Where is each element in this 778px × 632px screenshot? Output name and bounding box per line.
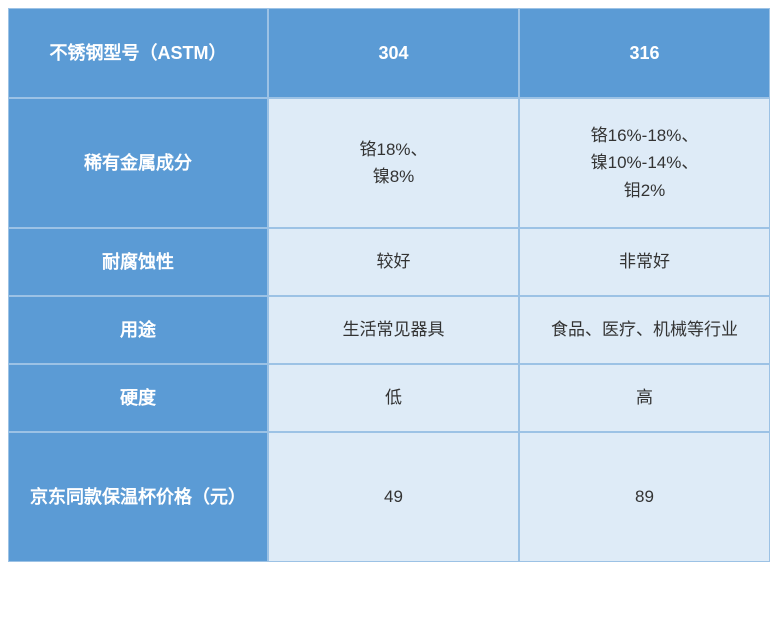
row-data-304: 较好 — [268, 228, 519, 296]
row-data-304: 49 — [268, 432, 519, 562]
row-data-304: 低 — [268, 364, 519, 432]
row-label: 硬度 — [8, 364, 268, 432]
row-data-316: 铬16%-18%、镍10%-14%、钼2% — [519, 98, 770, 228]
header-col-316: 316 — [519, 8, 770, 98]
row-data-316: 高 — [519, 364, 770, 432]
row-data-316: 89 — [519, 432, 770, 562]
table-row: 硬度 低 高 — [8, 364, 770, 432]
table-row: 耐腐蚀性 较好 非常好 — [8, 228, 770, 296]
row-label: 京东同款保温杯价格（元） — [8, 432, 268, 562]
table-row: 用途 生活常见器具 食品、医疗、机械等行业 — [8, 296, 770, 364]
row-label: 稀有金属成分 — [8, 98, 268, 228]
comparison-table: 不锈钢型号（ASTM） 304 316 稀有金属成分 铬18%、镍8% 铬16%… — [8, 8, 770, 562]
row-label: 用途 — [8, 296, 268, 364]
row-data-316: 食品、医疗、机械等行业 — [519, 296, 770, 364]
table-row: 稀有金属成分 铬18%、镍8% 铬16%-18%、镍10%-14%、钼2% — [8, 98, 770, 228]
row-label: 耐腐蚀性 — [8, 228, 268, 296]
table-row: 京东同款保温杯价格（元） 49 89 — [8, 432, 770, 562]
row-data-304: 铬18%、镍8% — [268, 98, 519, 228]
header-label: 不锈钢型号（ASTM） — [8, 8, 268, 98]
table-header-row: 不锈钢型号（ASTM） 304 316 — [8, 8, 770, 98]
header-col-304: 304 — [268, 8, 519, 98]
row-data-304: 生活常见器具 — [268, 296, 519, 364]
row-data-316: 非常好 — [519, 228, 770, 296]
